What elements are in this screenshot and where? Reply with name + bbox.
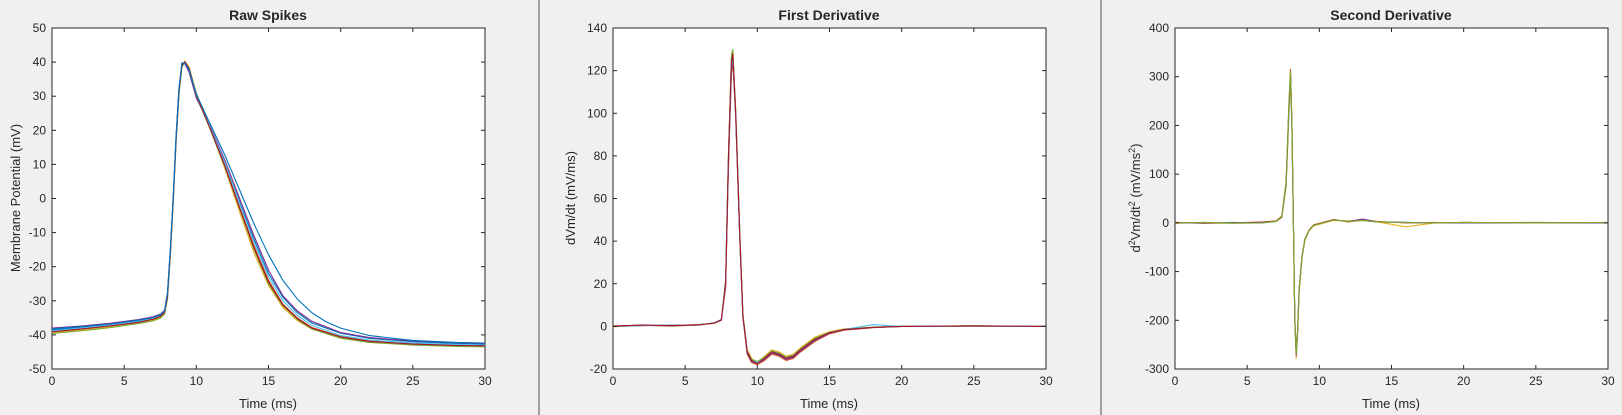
x-tick-label: 25 [1529, 374, 1543, 388]
y-tick-label: 0 [600, 319, 607, 333]
chart-title: Second Derivative [1330, 7, 1452, 23]
x-tick-label: 30 [1039, 374, 1053, 388]
y-axis-label: Membrane Potential (mV) [8, 124, 23, 272]
plot-area [51, 27, 486, 370]
chart-raw-spikes: Raw Spikes 0 5 10 15 20 25 30 -50-40-30-20-100… [8, 7, 492, 411]
y-label-sup: 2 [1127, 201, 1137, 206]
y-tick-label: 10 [33, 157, 47, 171]
x-tick-label: 5 [682, 374, 689, 388]
y-tick-label: 30 [33, 89, 47, 103]
x-tick-label: 25 [406, 374, 420, 388]
x-tick-label: 20 [1457, 374, 1471, 388]
y-tick-label: 0 [1162, 216, 1169, 230]
x-tick-label: 10 [190, 374, 204, 388]
x-tick-label: 15 [262, 374, 276, 388]
y-tick-label: 200 [1149, 118, 1169, 132]
x-ticks: 0 5 10 15 20 25 30 [1172, 28, 1615, 388]
x-tick-label: 20 [895, 374, 909, 388]
x-ticks: 0 5 10 15 20 25 30 [49, 28, 492, 388]
plot-area [612, 27, 1047, 370]
y-tick-label: 400 [1149, 21, 1169, 35]
y-tick-label: -100 [1145, 265, 1169, 279]
series-line [51, 61, 486, 347]
x-tick-label: 10 [1313, 374, 1327, 388]
y-tick-label: 40 [594, 234, 608, 248]
series-line [1174, 71, 1609, 354]
y-label-part: d [1128, 245, 1143, 252]
y-tick-label: -40 [29, 328, 47, 342]
y-label-part: ) [1128, 144, 1143, 148]
x-tick-label: 30 [478, 374, 492, 388]
y-tick-label: -20 [29, 260, 47, 274]
y-tick-label: -50 [29, 362, 47, 376]
y-tick-label: 100 [587, 106, 607, 120]
y-axis-label: dVm/dt (mV/ms) [563, 151, 578, 245]
y-label-part: Vm/dt [1128, 206, 1143, 240]
x-tick-label: 0 [1172, 374, 1179, 388]
y-ticks: -20 0 20 40 60 80 100 120 140 [587, 21, 1046, 376]
y-axis-label: d2Vm/dt2 (mV/ms2) [1127, 144, 1143, 253]
y-tick-label: 40 [33, 55, 47, 69]
x-tick-label: 25 [967, 374, 981, 388]
x-ticks: 0 5 10 15 20 25 30 [610, 28, 1053, 388]
y-tick-label: 20 [594, 277, 608, 291]
y-label-part: (mV/ms [1128, 152, 1143, 201]
x-tick-label: 15 [823, 374, 837, 388]
y-tick-label: -20 [590, 362, 608, 376]
plot-area [1174, 27, 1609, 370]
y-tick-label: -10 [29, 226, 47, 240]
chart-title: Raw Spikes [229, 7, 307, 23]
x-tick-label: 30 [1601, 374, 1615, 388]
y-tick-label: -300 [1145, 362, 1169, 376]
y-tick-label: 0 [39, 192, 46, 206]
y-tick-label: 140 [587, 21, 607, 35]
chart-title: First Derivative [778, 7, 879, 23]
y-tick-label: 80 [594, 149, 608, 163]
series-line [51, 62, 486, 344]
series-group [51, 60, 486, 348]
chart-second-derivative: Second Derivative 0 5 10 15 20 25 30 -300-200-… [1127, 7, 1615, 411]
y-tick-label: 100 [1149, 167, 1169, 181]
y-label-sup: 2 [1127, 240, 1137, 245]
chart-first-derivative: First Derivative 0 5 10 15 20 25 30 -200204060… [563, 7, 1053, 411]
x-tick-label: 15 [1385, 374, 1399, 388]
series-line [51, 62, 486, 344]
y-tick-label: 50 [33, 21, 47, 35]
x-tick-label: 10 [751, 374, 765, 388]
y-tick-label: 300 [1149, 70, 1169, 84]
y-ticks: -300 -200 -100 0 100 200 300 400 [1145, 21, 1608, 376]
y-tick-label: 120 [587, 64, 607, 78]
x-axis-label: Time (ms) [800, 396, 858, 411]
series-group [1174, 68, 1609, 359]
x-axis-label: Time (ms) [1362, 396, 1420, 411]
y-tick-label: 60 [594, 192, 608, 206]
y-tick-label: -200 [1145, 313, 1169, 327]
x-tick-label: 5 [121, 374, 128, 388]
x-tick-label: 0 [49, 374, 56, 388]
x-tick-label: 5 [1244, 374, 1251, 388]
series-line [612, 53, 1047, 365]
y-tick-label: 20 [33, 123, 47, 137]
y-label-sup: 2 [1127, 148, 1137, 153]
x-tick-label: 0 [610, 374, 617, 388]
series-group [612, 48, 1047, 366]
x-axis-label: Time (ms) [239, 396, 297, 411]
y-ticks: -50 -40 -30 -20 -10 0 10 20 30 40 50 [29, 21, 485, 376]
x-tick-label: 20 [334, 374, 348, 388]
y-tick-label: -30 [29, 294, 47, 308]
